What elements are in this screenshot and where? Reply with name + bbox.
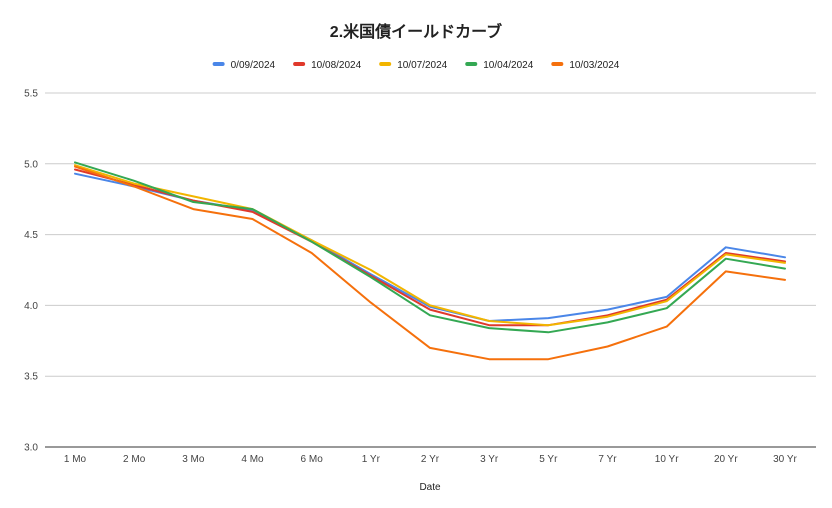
x-tick-label: 2 Mo <box>123 454 146 465</box>
legend-swatch <box>293 62 306 66</box>
series-line <box>74 165 786 361</box>
series-lines <box>74 161 786 361</box>
legend-swatch <box>465 62 478 66</box>
legend-swatch <box>551 62 564 66</box>
y-tick-label: 4.5 <box>24 230 38 241</box>
x-tick-label: 2 Yr <box>421 454 440 465</box>
legend: 0/09/2024 10/08/2024 10/07/2024 10/04/2024 1… <box>212 60 620 71</box>
x-tick-label: 30 Yr <box>773 454 797 465</box>
x-tick-label: 3 Mo <box>182 454 205 465</box>
series-line <box>74 164 786 327</box>
x-tick-label: 6 Mo <box>301 454 324 465</box>
y-tick-label: 4.0 <box>24 301 38 312</box>
series-line <box>74 168 786 327</box>
legend-label: 10/08/2024 <box>311 60 361 71</box>
y-axis-ticks: 3.0 3.5 4.0 4.5 5.0 5.5 <box>24 89 38 454</box>
y-tick-label: 5.5 <box>24 89 38 100</box>
x-tick-label: 5 Yr <box>539 454 558 465</box>
series-line <box>74 161 786 334</box>
chart-title: 2.米国債イールドカーブ <box>330 22 502 41</box>
x-tick-label: 4 Mo <box>241 454 264 465</box>
legend-swatch <box>212 62 225 66</box>
x-tick-label: 20 Yr <box>714 454 738 465</box>
x-tick-label: 7 Yr <box>598 454 617 465</box>
legend-label: 0/09/2024 <box>231 60 276 71</box>
legend-label: 10/07/2024 <box>397 60 447 71</box>
x-tick-label: 3 Yr <box>480 454 499 465</box>
y-tick-label: 5.0 <box>24 159 38 170</box>
y-tick-label: 3.0 <box>24 443 38 454</box>
x-axis-ticks: 1 Mo 2 Mo 3 Mo 4 Mo 6 Mo 1 Yr 2 Yr 3 Yr 5 Yr 7 Yr… <box>64 454 798 465</box>
legend-swatch <box>379 62 392 66</box>
legend-label: 10/04/2024 <box>483 60 533 71</box>
x-tick-label: 10 Yr <box>655 454 679 465</box>
y-tick-label: 3.5 <box>24 372 38 383</box>
x-axis-label: Date <box>419 482 441 493</box>
legend-label: 10/03/2024 <box>569 60 619 71</box>
x-tick-label: 1 Mo <box>64 454 87 465</box>
x-tick-label: 1 Yr <box>362 454 381 465</box>
gridlines <box>45 92 816 448</box>
